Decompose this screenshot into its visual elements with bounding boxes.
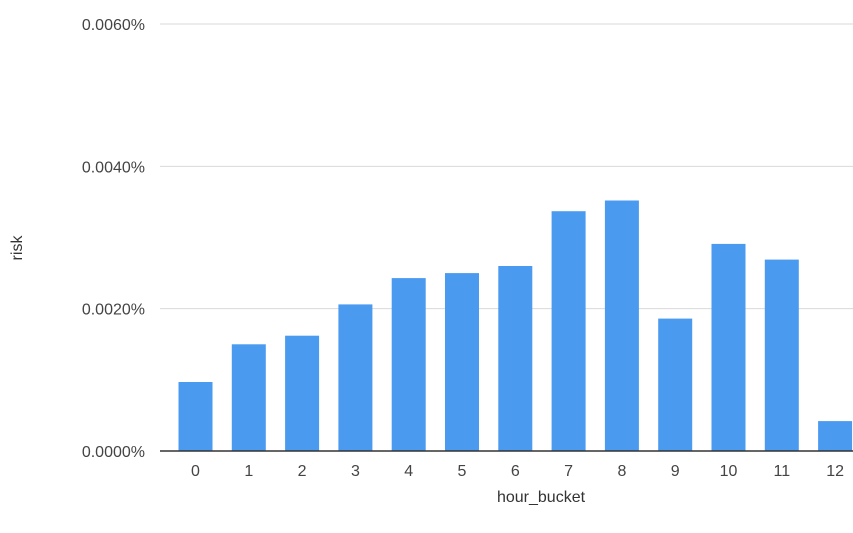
- x-tick-label: 8: [617, 463, 626, 480]
- bar-0[interactable]: [178, 382, 213, 451]
- x-tick-label: 2: [298, 463, 307, 480]
- x-tick-label: 6: [511, 463, 520, 480]
- x-tick-label: 4: [404, 463, 413, 480]
- bar-2[interactable]: [285, 335, 320, 451]
- bar-11[interactable]: [764, 259, 799, 451]
- bar-6[interactable]: [498, 266, 533, 451]
- x-axis-ticks: 0 1 2 3 4 5 6 7 8 9 10 11 12: [191, 463, 844, 480]
- gridlines: [160, 23, 853, 310]
- x-tick-label: 9: [671, 463, 680, 480]
- bar-4[interactable]: [391, 278, 426, 451]
- x-tick-label: 11: [773, 463, 790, 480]
- bar-1[interactable]: [231, 344, 266, 452]
- bars: [178, 200, 853, 452]
- x-axis-title: hour_bucket: [497, 489, 586, 506]
- x-tick-label: 1: [244, 463, 253, 480]
- x-tick-label: 7: [564, 463, 573, 480]
- y-tick-label: 0.0020%: [82, 302, 145, 319]
- x-tick-label: 12: [826, 463, 844, 480]
- y-axis-title: risk: [9, 235, 26, 261]
- bar-8[interactable]: [604, 200, 639, 452]
- x-tick-label: 0: [191, 463, 200, 480]
- y-axis-ticks: 0.0000% 0.0020% 0.0040% 0.0060%: [82, 17, 145, 461]
- y-tick-label: 0.0000%: [82, 444, 145, 461]
- bar-3[interactable]: [338, 304, 373, 451]
- bar-12[interactable]: [818, 421, 853, 451]
- x-tick-label: 10: [720, 463, 738, 480]
- bar-10[interactable]: [711, 243, 746, 451]
- y-tick-label: 0.0040%: [82, 159, 145, 176]
- bar-9[interactable]: [658, 318, 693, 451]
- x-tick-label: 3: [351, 463, 360, 480]
- bar-7[interactable]: [551, 211, 586, 451]
- x-tick-label: 5: [458, 463, 467, 480]
- bar-5[interactable]: [445, 273, 479, 451]
- y-tick-label: 0.0060%: [82, 17, 145, 34]
